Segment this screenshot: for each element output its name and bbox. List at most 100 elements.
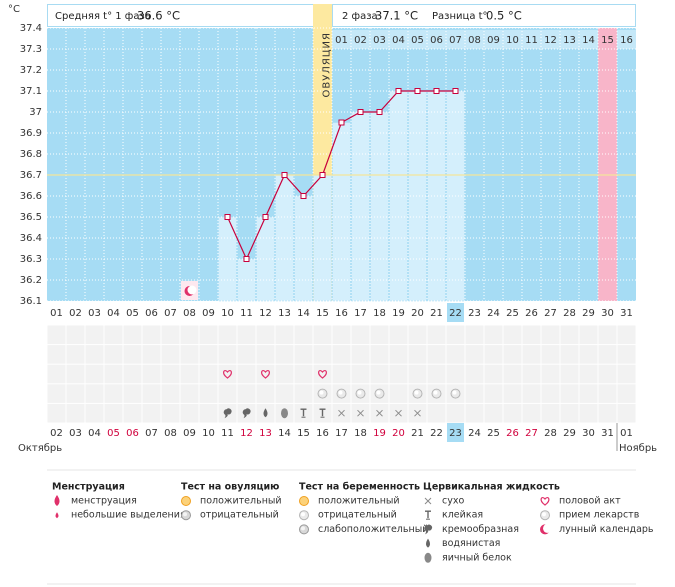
diff-label: Разница t° (432, 11, 488, 22)
observation-cell (104, 384, 123, 403)
calendar-date: 03 (69, 428, 82, 439)
phase2-day-label: 14 (582, 35, 595, 46)
observation-cell (123, 345, 142, 364)
observation-cell (237, 345, 256, 364)
observation-cell (237, 384, 256, 403)
x-tick-label: 24 (487, 308, 500, 319)
observation-cell (104, 345, 123, 364)
temperature-marker (338, 119, 345, 126)
stroke (395, 409, 402, 417)
observation-cell (541, 403, 560, 423)
temperature-marker (414, 88, 421, 94)
light-icon (431, 388, 442, 399)
legend-item: слабоположительный (318, 524, 428, 535)
observation-cell (218, 345, 237, 364)
observation-cell (560, 345, 579, 364)
legend-item: отрицательный (318, 510, 397, 521)
observation-cell (503, 345, 522, 364)
y-tick-label: 37.1 (20, 86, 42, 97)
calendar-date: 17 (335, 428, 348, 439)
observation-cell (85, 403, 104, 423)
calendar-date: 19 (373, 428, 386, 439)
phase2-day-label: 02 (354, 35, 367, 46)
observation-cell (598, 403, 617, 423)
stroke (414, 409, 421, 417)
observation-cell (313, 345, 332, 364)
phase2-day-label: 07 (449, 35, 462, 46)
temperature-bar (294, 195, 313, 302)
temperature-bar (370, 111, 389, 302)
moon-cut (187, 285, 197, 295)
gray-icon (181, 510, 191, 521)
observation-cell (161, 384, 180, 403)
calendar-date: 27 (525, 428, 538, 439)
moon-icon (540, 523, 552, 535)
observation-cell (161, 345, 180, 364)
legend-item: прием лекарств (559, 510, 640, 521)
legend-item: положительный (200, 496, 282, 507)
phase1-value: 36.6 °C (137, 9, 180, 23)
egg (281, 408, 288, 419)
observation-cell (161, 403, 180, 423)
observation-cell (275, 345, 294, 364)
observation-cell (370, 325, 389, 345)
temperature-bar (351, 111, 370, 302)
temperature-marker (376, 109, 383, 115)
observation-cell (598, 345, 617, 364)
heart-icon (223, 369, 232, 379)
temperature-marker (357, 109, 364, 115)
month-label: Ноябрь (619, 443, 657, 454)
light-icon (412, 388, 423, 399)
circle (376, 390, 381, 395)
x-tick-label: 31 (620, 308, 633, 319)
observation-cell (389, 325, 408, 345)
phase2-day-label: 09 (487, 35, 500, 46)
drop (54, 495, 60, 506)
observation-cell (522, 384, 541, 403)
observation-cell (199, 384, 218, 403)
heart (318, 369, 327, 379)
observation-cell (522, 403, 541, 423)
observation-cell (256, 384, 275, 403)
observation-cell (503, 325, 522, 345)
calendar-date: 31 (601, 428, 614, 439)
comma (424, 524, 433, 535)
observation-cell (66, 325, 85, 345)
x-tick-label: 03 (88, 308, 101, 319)
observation-cell (275, 384, 294, 403)
legend-item: водянистая (442, 538, 500, 549)
temperature-bar (237, 258, 256, 302)
light-icon (299, 510, 309, 521)
x-tick-label: 18 (373, 308, 386, 319)
observation-cell (351, 345, 370, 364)
observation-cell (579, 403, 598, 423)
y-tick-label: 36.4 (20, 233, 42, 244)
observation-cell (180, 345, 199, 364)
y-tick-label: 36.6 (20, 191, 42, 202)
observation-cell (294, 364, 313, 384)
temperature-marker (224, 214, 231, 220)
legend-heading: Тест на беременность (299, 482, 420, 493)
x-tick-label: 13 (278, 308, 291, 319)
observation-cell (617, 364, 636, 384)
calendar-date: 30 (582, 428, 595, 439)
legend-item: лунный календарь (559, 524, 654, 535)
circle (301, 526, 305, 531)
observation-cell (446, 364, 465, 384)
temperature-marker (281, 172, 288, 178)
circle (357, 390, 362, 395)
x-tick-label: 20 (411, 308, 424, 319)
cream-icon (242, 408, 251, 419)
observation-cell (484, 384, 503, 403)
moon-cut (543, 523, 552, 533)
observation-cell (465, 345, 484, 364)
dry-icon (376, 409, 383, 417)
observation-cell (275, 364, 294, 384)
observation-cell (123, 325, 142, 345)
phase2-day-label: 04 (392, 35, 405, 46)
stroke (424, 497, 432, 505)
calendar-date: 05 (107, 428, 120, 439)
observation-cell (408, 325, 427, 345)
observation-cell (85, 345, 104, 364)
